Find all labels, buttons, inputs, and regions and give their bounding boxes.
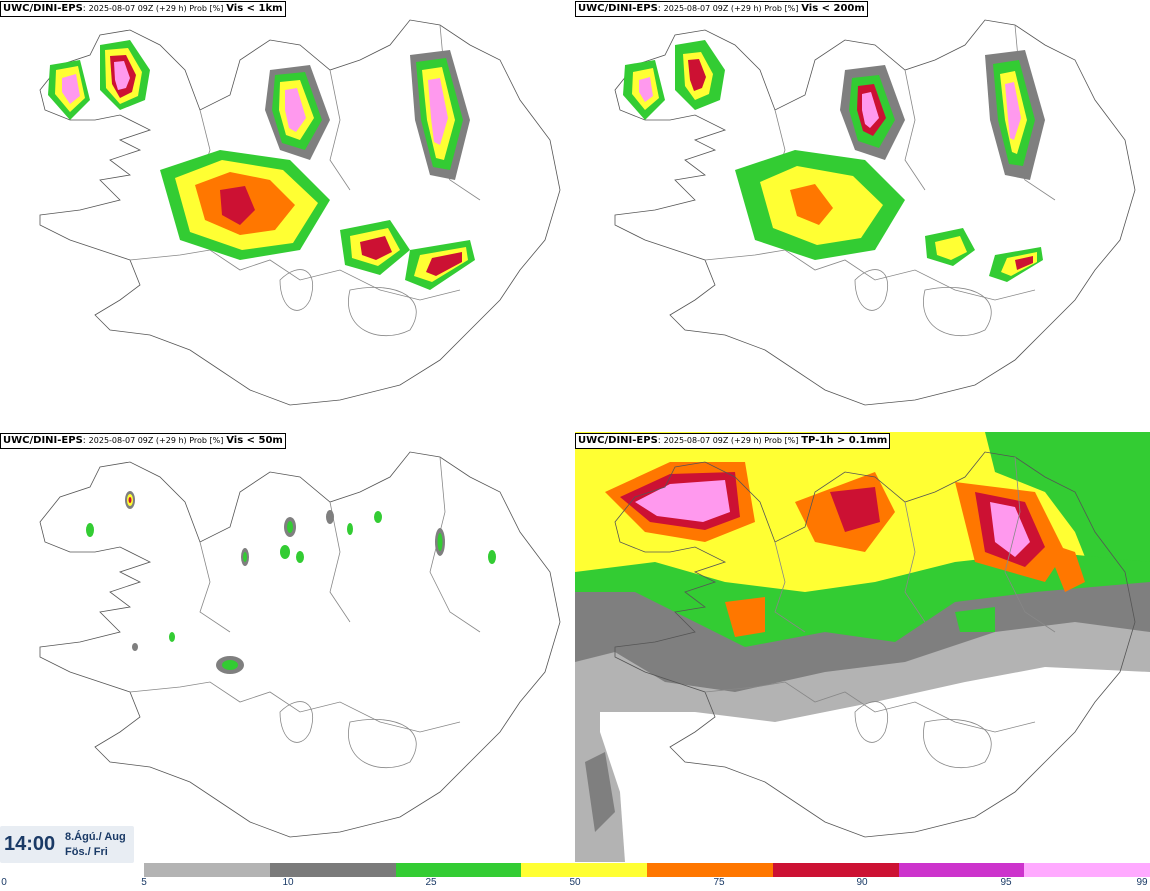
colorbar-segment-25-50 [395,863,522,877]
iceland-map-vis-50m [39,451,561,838]
probability-field [48,40,475,290]
fog-area-central [160,150,475,290]
valid-date-line1: 8.Ágú./ Aug [65,831,126,843]
precipitation-field [575,432,1150,862]
valid-time-clock: 14:00 [4,833,56,855]
iceland-map-vis-1km [39,19,561,406]
fog-area-northeast [410,50,470,180]
colorbar-tick: 75 [713,877,725,888]
iceland-map-vis-200m [614,19,1136,406]
panel-title: UWC/DINI-EPS: 2025-08-07 09Z (+29 h) Pro… [575,433,891,449]
fog-area-northeast [985,50,1045,180]
colorbar-tick: 90 [856,877,868,888]
panel-title: UWC/DINI-EPS: 2025-08-07 09Z (+29 h) Pro… [575,1,868,17]
map-panel-tp-1h: UWC/DINI-EPS: 2025-08-07 09Z (+29 h) Pro… [575,432,1150,862]
colorbar-segment-99 [1024,863,1150,877]
fog-area-north-central [265,65,330,160]
iceland-map-tp-1h [575,432,1150,862]
fog-area-central [735,150,1043,282]
colorbar-tick: 0 [1,877,7,888]
valid-time-box: 14:00 8.Ágú./ Aug Fös./ Fri [0,826,134,863]
colorbar-tick: 99 [1136,877,1148,888]
fog-area-north-central [840,65,905,160]
colorbar-segment-90-95 [772,863,899,877]
fog-area-northwest [623,40,725,120]
panel-title: UWC/DINI-EPS: 2025-08-07 09Z (+29 h) Pro… [0,433,286,449]
colorbar-segment-75-90 [647,863,773,877]
colorbar-ticks: 0 5 10 25 50 75 90 95 99 [0,877,1150,891]
colorbar-segment-95-99 [898,863,1025,877]
map-panel-vis-1km: UWC/DINI-EPS: 2025-08-07 09Z (+29 h) Pro… [0,0,575,430]
colorbar-tick: 50 [569,877,581,888]
valid-date-line2: Fös./ Fri [65,846,108,858]
fog-spots [86,491,496,674]
colorbar-tick: 5 [141,877,147,888]
map-panel-vis-200m: UWC/DINI-EPS: 2025-08-07 09Z (+29 h) Pro… [575,0,1150,430]
colorbar-tick: 95 [1000,877,1012,888]
colorbar-tick: 25 [425,877,437,888]
panel-title: UWC/DINI-EPS: 2025-08-07 09Z (+29 h) Pro… [0,1,286,17]
probability-colorbar [144,863,1150,877]
probability-field [623,40,1045,282]
fog-area-northwest [48,40,150,120]
probability-field [86,491,496,674]
colorbar-tick: 10 [282,877,294,888]
colorbar-segment-50-75 [521,863,647,877]
map-panel-vis-50m: UWC/DINI-EPS: 2025-08-07 09Z (+29 h) Pro… [0,432,575,862]
colorbar-segment-5-10 [144,863,270,877]
colorbar-segment-10-25 [269,863,396,877]
